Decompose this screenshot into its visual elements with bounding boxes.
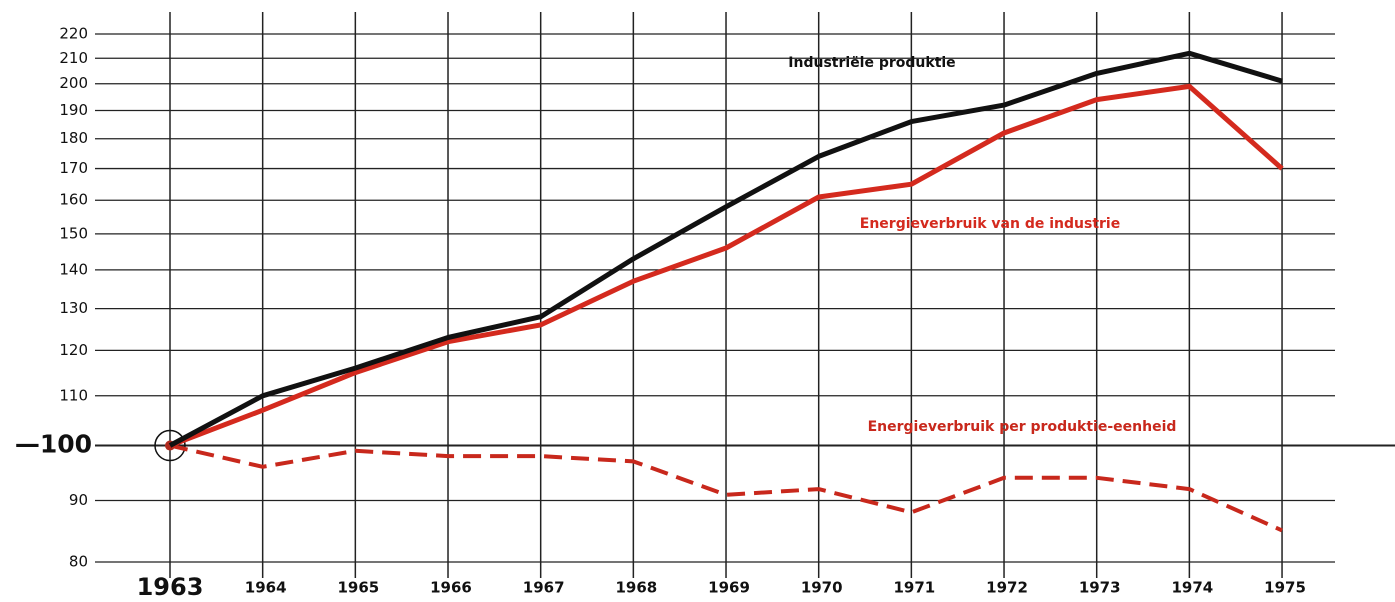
series-line: [169, 83, 1284, 448]
series-label: Energieverbruik per produktie-eenheid: [868, 419, 1177, 435]
x-tick-label: 1968: [615, 579, 657, 597]
y-tick-label: 120: [59, 341, 88, 359]
y-tick-label: 220: [59, 25, 88, 43]
series-line: [169, 443, 1283, 533]
x-tick-label: 1971: [893, 579, 935, 597]
x-tick-label: 1964: [245, 579, 287, 597]
x-tick-label: 1970: [801, 579, 843, 597]
y-tick-label: 110: [59, 386, 88, 404]
y-tick-label: 90: [69, 491, 88, 509]
x-tick-label: 1966: [430, 579, 472, 597]
x-tick-label: 1963: [137, 573, 204, 601]
y-tick-label: —100: [15, 430, 92, 459]
x-tick-label: 1972: [986, 579, 1028, 597]
y-tick-label: 150: [59, 224, 88, 242]
y-tick-label: 210: [59, 49, 88, 67]
x-tick-label: 1974: [1171, 579, 1213, 597]
y-tick-label: 80: [69, 553, 88, 571]
x-tick-label: 1967: [523, 579, 565, 597]
series-line: [168, 50, 1283, 448]
x-tick-label: 1975: [1264, 579, 1306, 597]
y-tick-label: 200: [59, 74, 88, 92]
y-tick-label: 190: [59, 101, 88, 119]
origin-ring: [154, 429, 186, 462]
y-tick-label: 180: [59, 129, 88, 147]
y-tick-label: 130: [59, 299, 88, 317]
x-tick-label: 1969: [708, 579, 750, 597]
y-tick-label: 140: [59, 260, 88, 278]
y-tick-label: 170: [59, 159, 88, 177]
series-label: Industriële produktie: [788, 55, 955, 71]
x-tick-label: 1973: [1079, 579, 1121, 597]
x-tick-label: 1965: [337, 579, 379, 597]
series-label: Energieverbruik van de industrie: [860, 216, 1120, 232]
y-tick-label: 160: [59, 191, 88, 209]
